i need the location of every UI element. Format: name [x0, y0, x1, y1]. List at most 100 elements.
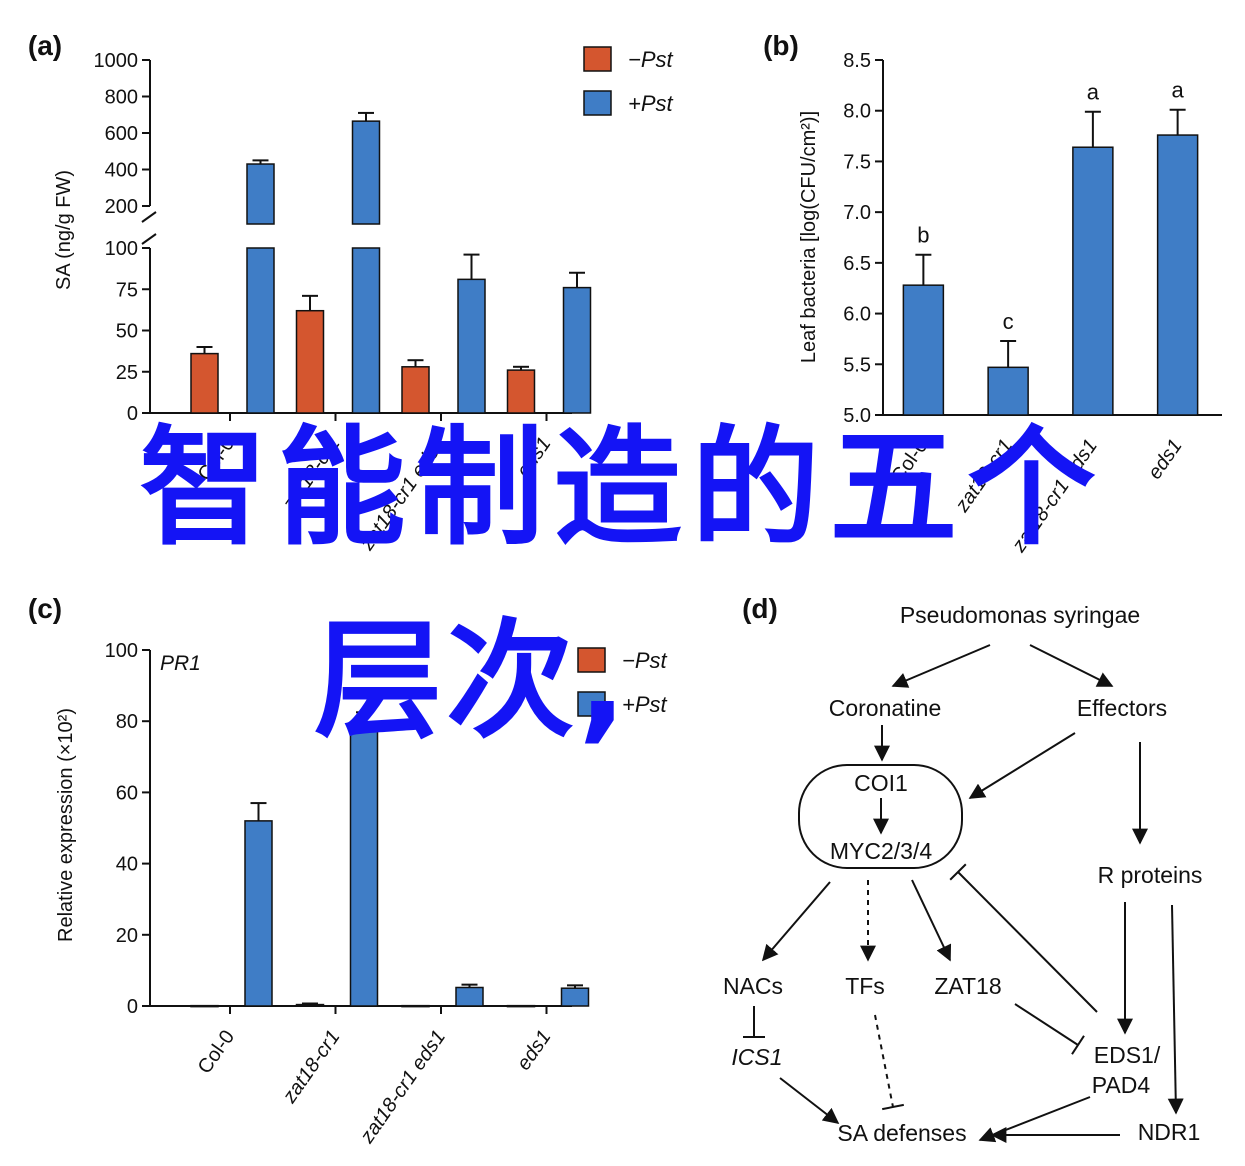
arrow-pad4-sadef — [978, 1096, 1091, 1143]
category-label-c: eds1 — [513, 1026, 556, 1074]
legend-label-c: +Pst — [622, 692, 668, 717]
bar-c — [455, 986, 484, 1007]
node-ndr1: NDR1 — [1138, 1119, 1201, 1145]
category-label-b: Col-0 — [887, 435, 932, 487]
tick-label-b: 5.5 — [843, 354, 871, 376]
bar-c — [190, 1004, 219, 1008]
panel-d-diagram: (d) Pseudomonas syringae Coronatine Effecto… — [723, 593, 1202, 1146]
tick-label-a: 0 — [127, 403, 138, 425]
tick-label-b: 8.5 — [843, 50, 871, 72]
legend-label-c: −Pst — [622, 648, 668, 673]
tick-label-b: 7.0 — [843, 202, 871, 224]
tick-label-a: 800 — [105, 87, 138, 109]
tick-label-b: 6.0 — [843, 304, 871, 326]
bar-c — [560, 987, 590, 1007]
inhibit-tfs-sadef-bar — [882, 1103, 904, 1111]
bar-c — [349, 722, 379, 1007]
tick-label-b: 5.0 — [843, 405, 871, 427]
panel-label-a: (a) — [28, 30, 62, 61]
bar-c — [295, 1003, 325, 1007]
significance-letter-b: b — [917, 223, 929, 248]
arrow-myc-nacs — [761, 881, 831, 962]
legend-swatch-a — [583, 46, 612, 72]
bar-a-upper-part — [351, 120, 381, 225]
legend-label-a: +Pst — [628, 91, 674, 116]
bar-c — [506, 1004, 536, 1008]
node-coronatine: Coronatine — [829, 695, 942, 721]
node-coi1: COI1 — [854, 770, 908, 796]
y-axis-label-a: SA (ng/g FW) — [53, 170, 75, 290]
panel-label-c: (c) — [28, 593, 62, 624]
tick-label-c: 20 — [116, 925, 138, 947]
tick-label-a: 100 — [105, 238, 138, 260]
tick-label-a: 400 — [105, 160, 138, 182]
bar-b — [1072, 146, 1114, 416]
tick-label-c: 60 — [116, 782, 138, 804]
node-r-proteins: R proteins — [1098, 862, 1203, 888]
arrow-ics1-sadef — [779, 1077, 840, 1124]
tick-label-a: 25 — [116, 362, 138, 384]
tick-label-a: 50 — [116, 321, 138, 343]
panel-label-d: (d) — [742, 593, 778, 624]
significance-letter-b: a — [1087, 80, 1100, 105]
bar-a — [457, 278, 486, 414]
inhibit-eds1-myc — [957, 871, 1098, 1013]
bar-c — [244, 820, 273, 1007]
bar-c — [401, 1004, 430, 1008]
node-sa-defenses: SA defenses — [837, 1120, 966, 1146]
significance-letter-b: c — [1003, 309, 1014, 334]
node-effectors: Effectors — [1077, 695, 1167, 721]
category-label-b: zat18-cr1 eds1 — [1007, 435, 1101, 557]
category-label-c: zat18-cr1 — [278, 1026, 344, 1108]
inhibit-eds1-myc-bar — [949, 863, 967, 881]
category-label-b: eds1 — [1144, 435, 1187, 483]
legend-label-a: −Pst — [628, 47, 674, 72]
tick-label-c: 0 — [127, 996, 138, 1018]
tick-label-c: 100 — [105, 640, 138, 662]
axis-break-a-1 — [141, 211, 157, 223]
legend-swatch-c — [577, 691, 606, 717]
coi1-complex-box — [798, 764, 963, 869]
panel-b-chart: (b) 5.0 5.5 6.0 6.5 7.0 7.5 8.0 8.5 Leaf bacteria… — [763, 30, 1222, 557]
bar-a-upper-part — [246, 163, 275, 225]
axis-break-a-2 — [141, 233, 157, 245]
tick-label-c: 40 — [116, 854, 138, 876]
node-myc: MYC2/3/4 — [830, 838, 932, 864]
y-axis-label-b: Leaf bacteria [log(CFU/cm²)] — [798, 111, 820, 363]
category-label-a: zat18-cr1 — [278, 433, 344, 515]
bar-b — [987, 366, 1029, 416]
category-label-c: zat18-cr1 eds1 — [356, 1026, 450, 1148]
inhibit-tfs-sadef — [874, 1014, 894, 1108]
node-nacs: NACs — [723, 973, 783, 999]
node-pad4: PAD4 — [1092, 1072, 1151, 1098]
inhibit-zat18-eds1 — [1014, 1003, 1079, 1046]
arrow-pst-coronatine — [891, 644, 991, 688]
node-ics1: ICS1 — [731, 1044, 782, 1070]
node-tfs: TFs — [845, 973, 885, 999]
panel-a-chart: (a) 0 25 50 75 100 200 400 600 800 1000 SA (ng/g FW… — [28, 30, 674, 555]
arrow-effectors-coi1 — [968, 732, 1076, 799]
significance-letter-b: a — [1172, 78, 1185, 103]
arrow-myc-zat18 — [911, 879, 952, 962]
category-label-a: eds1 — [513, 433, 556, 481]
node-pseudomonas-syringae: Pseudomonas syringae — [900, 602, 1140, 628]
panel-c-chart: (c) 0 20 40 60 80 100 Relative expression (×10²… — [28, 593, 668, 1148]
y-axis-label-c: Relative expression (×10²) — [55, 708, 77, 942]
tick-label-b: 7.5 — [843, 151, 871, 173]
tick-label-a: 1000 — [94, 50, 139, 72]
bar-a-lower-part — [246, 247, 275, 414]
node-eds1: EDS1/ — [1094, 1042, 1161, 1068]
bar-b — [902, 284, 945, 416]
tick-label-a: 200 — [105, 196, 138, 218]
inhibit-zat18-eds1-bar — [1071, 1035, 1085, 1055]
arrow-pst-effectors — [1029, 644, 1114, 687]
arrow-rproteins-ndr1 — [1167, 904, 1184, 1115]
bar-a — [295, 309, 325, 414]
bar-a — [506, 369, 536, 414]
tick-label-b: 6.5 — [843, 253, 871, 275]
category-label-a: zat18-cr1 eds1 — [356, 433, 450, 555]
panel-label-b: (b) — [763, 30, 799, 61]
category-label-c: Col-0 — [194, 1026, 239, 1078]
legend-swatch-a — [583, 90, 612, 116]
